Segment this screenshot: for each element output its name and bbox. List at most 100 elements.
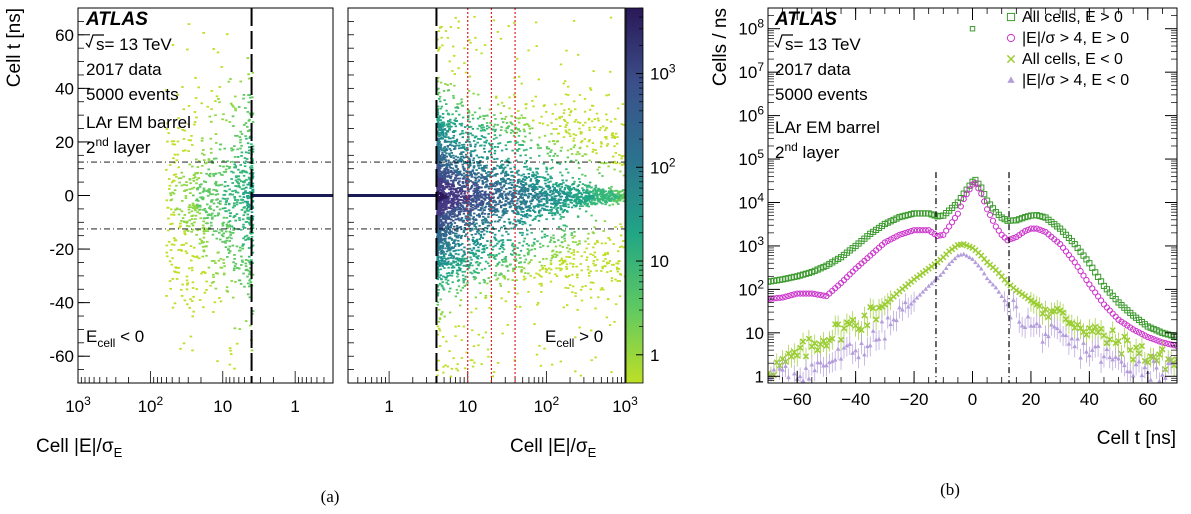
heatmap-cell bbox=[441, 116, 445, 119]
heatmap-cell bbox=[202, 32, 205, 34]
heatmap-cell bbox=[516, 247, 519, 249]
heatmap-cell bbox=[460, 248, 463, 251]
heatmap-cell bbox=[529, 274, 532, 277]
heatmap-cell bbox=[605, 113, 608, 116]
heatmap-cell bbox=[553, 187, 556, 189]
heatmap-cell bbox=[483, 115, 487, 117]
heatmap-cell bbox=[223, 198, 227, 200]
heatmap-cell bbox=[210, 90, 214, 92]
heatmap-cell bbox=[551, 112, 554, 115]
heatmap-cell bbox=[578, 94, 582, 96]
heatmap-cell bbox=[227, 203, 231, 206]
heatmap-cell bbox=[477, 255, 480, 257]
heatmap-cell bbox=[225, 33, 229, 36]
heatmap-cell bbox=[488, 256, 491, 259]
heatmap-cell bbox=[579, 288, 583, 291]
heatmap-cell bbox=[251, 96, 254, 99]
heatmap-cell bbox=[501, 209, 505, 212]
heatmap-cell bbox=[172, 157, 175, 160]
heatmap-cell bbox=[535, 193, 539, 195]
heatmap-cell bbox=[477, 232, 480, 235]
heatmap-cell bbox=[464, 71, 468, 74]
heatmap-cell bbox=[441, 229, 444, 232]
heatmap-cell bbox=[224, 246, 228, 248]
heatmap-cell bbox=[465, 196, 469, 198]
heatmap-cell bbox=[475, 204, 478, 207]
heatmap-cell bbox=[457, 181, 460, 184]
heatmap-cell bbox=[463, 251, 466, 254]
heatmap-cell bbox=[472, 157, 476, 160]
heatmap-cell bbox=[192, 177, 195, 180]
heatmap-cell bbox=[249, 208, 252, 211]
heatmap-cell bbox=[550, 122, 553, 124]
heatmap-cell bbox=[507, 218, 511, 221]
heatmap-cell bbox=[463, 191, 467, 193]
heatmap-cell bbox=[552, 192, 555, 195]
heatmap-cell bbox=[227, 221, 230, 224]
heatmap-cell bbox=[223, 181, 227, 183]
heatmap-cell bbox=[527, 172, 530, 175]
heatmap-cell bbox=[449, 141, 452, 144]
heatmap-cell bbox=[528, 125, 531, 128]
heatmap-cell bbox=[529, 169, 532, 171]
heatmap-cell bbox=[182, 150, 185, 152]
heatmap-cell bbox=[447, 159, 450, 162]
heatmap-cell bbox=[195, 182, 198, 185]
heatmap-cell bbox=[463, 147, 466, 149]
heatmap-cell bbox=[471, 272, 474, 275]
heatmap-cell bbox=[185, 229, 189, 231]
heatmap-cell bbox=[223, 240, 227, 243]
heatmap-cell bbox=[532, 241, 536, 244]
heatmap-cell bbox=[443, 188, 446, 190]
heatmap-cell bbox=[550, 208, 553, 211]
heatmap-cell bbox=[440, 121, 443, 124]
heatmap-cell bbox=[242, 174, 246, 177]
heatmap-cell bbox=[472, 242, 476, 245]
heatmap-cell bbox=[540, 115, 543, 118]
heatmap-cell bbox=[447, 192, 451, 194]
heatmap-cell bbox=[584, 240, 587, 243]
heatmap-cell bbox=[497, 103, 500, 106]
heatmap-cell bbox=[190, 187, 194, 190]
heatmap-cell bbox=[478, 238, 481, 240]
heatmap-cell bbox=[445, 276, 448, 279]
heatmap-cell bbox=[463, 253, 467, 256]
heatmap-cell bbox=[456, 269, 459, 272]
heatmap-cell bbox=[251, 273, 255, 276]
heatmap-cell bbox=[223, 265, 226, 268]
heatmap-cell bbox=[555, 208, 558, 210]
heatmap-cell bbox=[528, 249, 531, 252]
heatmap-cell bbox=[436, 152, 439, 154]
heatmap-cell bbox=[440, 239, 443, 241]
heatmap-cell bbox=[545, 198, 549, 200]
heatmap-cell bbox=[504, 129, 507, 132]
heatmap-cell bbox=[505, 196, 508, 198]
heatmap-cell bbox=[445, 245, 449, 247]
heatmap-cell bbox=[554, 191, 558, 193]
heatmap-cell bbox=[567, 203, 570, 206]
heatmap-cell bbox=[564, 193, 567, 195]
heatmap-cell bbox=[505, 127, 508, 129]
heatmap-cell bbox=[562, 82, 565, 85]
heatmap-cell bbox=[165, 89, 168, 91]
heatmap-cell bbox=[559, 207, 562, 209]
heatmap-cell bbox=[515, 220, 518, 223]
heatmap-cell bbox=[520, 270, 523, 273]
heatmap-cell bbox=[583, 203, 587, 206]
heatmap-cell bbox=[454, 335, 457, 337]
heatmap-cell bbox=[436, 284, 440, 287]
heatmap-cell bbox=[518, 143, 521, 146]
heatmap-cell bbox=[241, 201, 245, 204]
heatmap-cell bbox=[546, 124, 549, 127]
heatmap-cell bbox=[188, 219, 192, 222]
heatmap-cell bbox=[526, 233, 529, 236]
heatmap-cell bbox=[221, 222, 224, 225]
heatmap-cell bbox=[481, 190, 484, 192]
heatmap-cell bbox=[559, 171, 562, 174]
heatmap-cell bbox=[436, 174, 439, 177]
heatmap-cell bbox=[447, 182, 450, 185]
heatmap-cell bbox=[197, 86, 200, 89]
heatmap-cell bbox=[226, 184, 230, 187]
heatmap-cell bbox=[525, 165, 528, 168]
heatmap-cell bbox=[606, 253, 609, 255]
